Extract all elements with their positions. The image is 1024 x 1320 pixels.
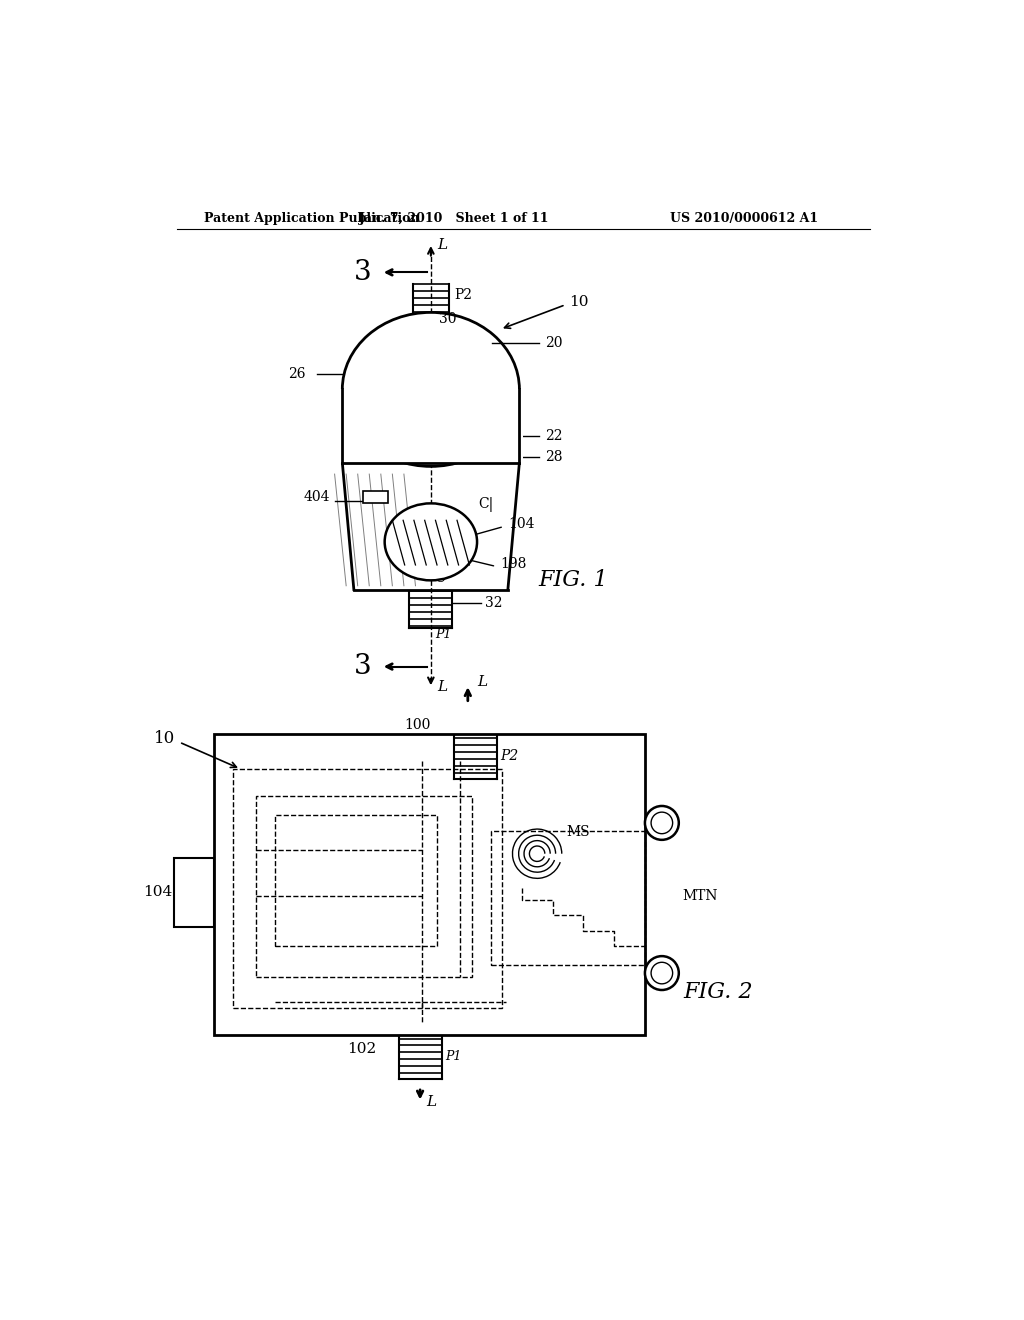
Text: L: L — [477, 675, 487, 689]
Bar — [174, 858, 214, 927]
Circle shape — [645, 807, 679, 840]
Text: L: L — [437, 680, 447, 693]
Text: 100: 100 — [404, 718, 431, 733]
Text: MTN: MTN — [682, 890, 718, 903]
Ellipse shape — [385, 503, 477, 581]
Text: 102: 102 — [347, 1041, 376, 1056]
Text: Patent Application Publication: Patent Application Publication — [204, 213, 419, 224]
Text: Jan. 7, 2010   Sheet 1 of 11: Jan. 7, 2010 Sheet 1 of 11 — [358, 213, 549, 224]
Bar — [339, 389, 523, 462]
Text: P2: P2 — [500, 748, 518, 763]
Ellipse shape — [342, 313, 519, 466]
Text: 32: 32 — [484, 597, 502, 610]
Text: US 2010/0000612 A1: US 2010/0000612 A1 — [670, 213, 818, 224]
Text: 3: 3 — [354, 653, 372, 680]
Bar — [275, 816, 437, 946]
Text: 404: 404 — [304, 490, 331, 504]
Text: L: L — [437, 239, 447, 252]
Text: O: O — [435, 572, 446, 585]
Text: L: L — [426, 1096, 436, 1109]
Text: C|: C| — [478, 498, 494, 512]
Text: 104: 104 — [508, 517, 535, 531]
Text: MS: MS — [566, 825, 590, 840]
Circle shape — [645, 956, 679, 990]
Text: 30: 30 — [438, 312, 456, 326]
Text: P2: P2 — [454, 289, 472, 302]
Text: 22: 22 — [545, 429, 562, 442]
Bar — [233, 770, 503, 1007]
Text: FIG. 2: FIG. 2 — [683, 981, 753, 1003]
Text: 198: 198 — [500, 557, 526, 572]
Bar — [364, 491, 388, 503]
Text: FIG. 1: FIG. 1 — [539, 569, 608, 591]
Polygon shape — [342, 462, 519, 590]
Text: 10: 10 — [569, 294, 589, 309]
Bar — [490, 830, 645, 965]
Text: 28: 28 — [545, 450, 562, 465]
Text: 104: 104 — [143, 886, 172, 899]
Text: 10: 10 — [154, 730, 175, 747]
Bar — [256, 796, 472, 977]
Text: P1: P1 — [435, 628, 452, 640]
Text: 26: 26 — [289, 367, 306, 381]
Circle shape — [651, 962, 673, 983]
Text: 3: 3 — [354, 259, 372, 286]
Text: P1: P1 — [444, 1049, 461, 1063]
Bar — [214, 734, 645, 1035]
Circle shape — [651, 812, 673, 834]
Text: 20: 20 — [545, 337, 562, 350]
